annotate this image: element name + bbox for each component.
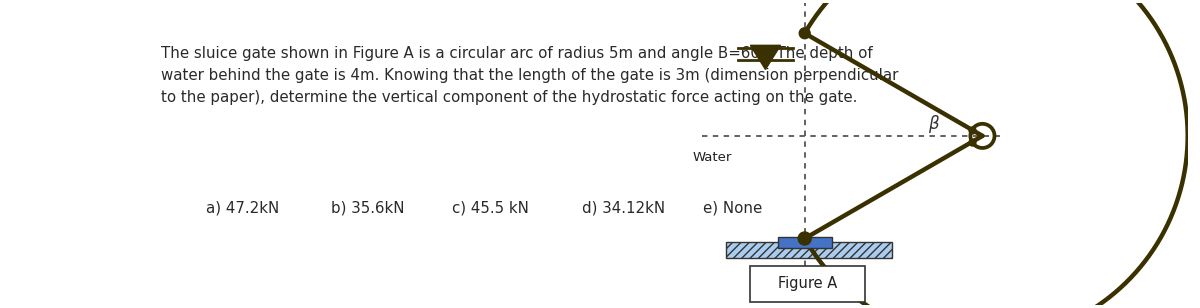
Polygon shape — [750, 45, 780, 70]
Text: Figure A: Figure A — [778, 276, 838, 291]
Circle shape — [799, 28, 810, 39]
Text: b) 35.6kN: b) 35.6kN — [331, 200, 404, 215]
Text: Water: Water — [694, 151, 732, 164]
Circle shape — [798, 232, 811, 245]
Text: d) 34.12kN: d) 34.12kN — [582, 200, 666, 215]
Text: a) 47.2kN: a) 47.2kN — [206, 200, 280, 215]
Text: β: β — [928, 115, 938, 133]
Bar — [726, 241, 893, 258]
Text: The sluice gate shown in Figure A is a circular arc of radius 5m and angle B=60º: The sluice gate shown in Figure A is a c… — [161, 47, 899, 105]
Text: c) 45.5 kN: c) 45.5 kN — [452, 200, 529, 215]
Bar — [750, 266, 865, 302]
Bar — [778, 237, 832, 249]
Text: e) None: e) None — [703, 200, 763, 215]
